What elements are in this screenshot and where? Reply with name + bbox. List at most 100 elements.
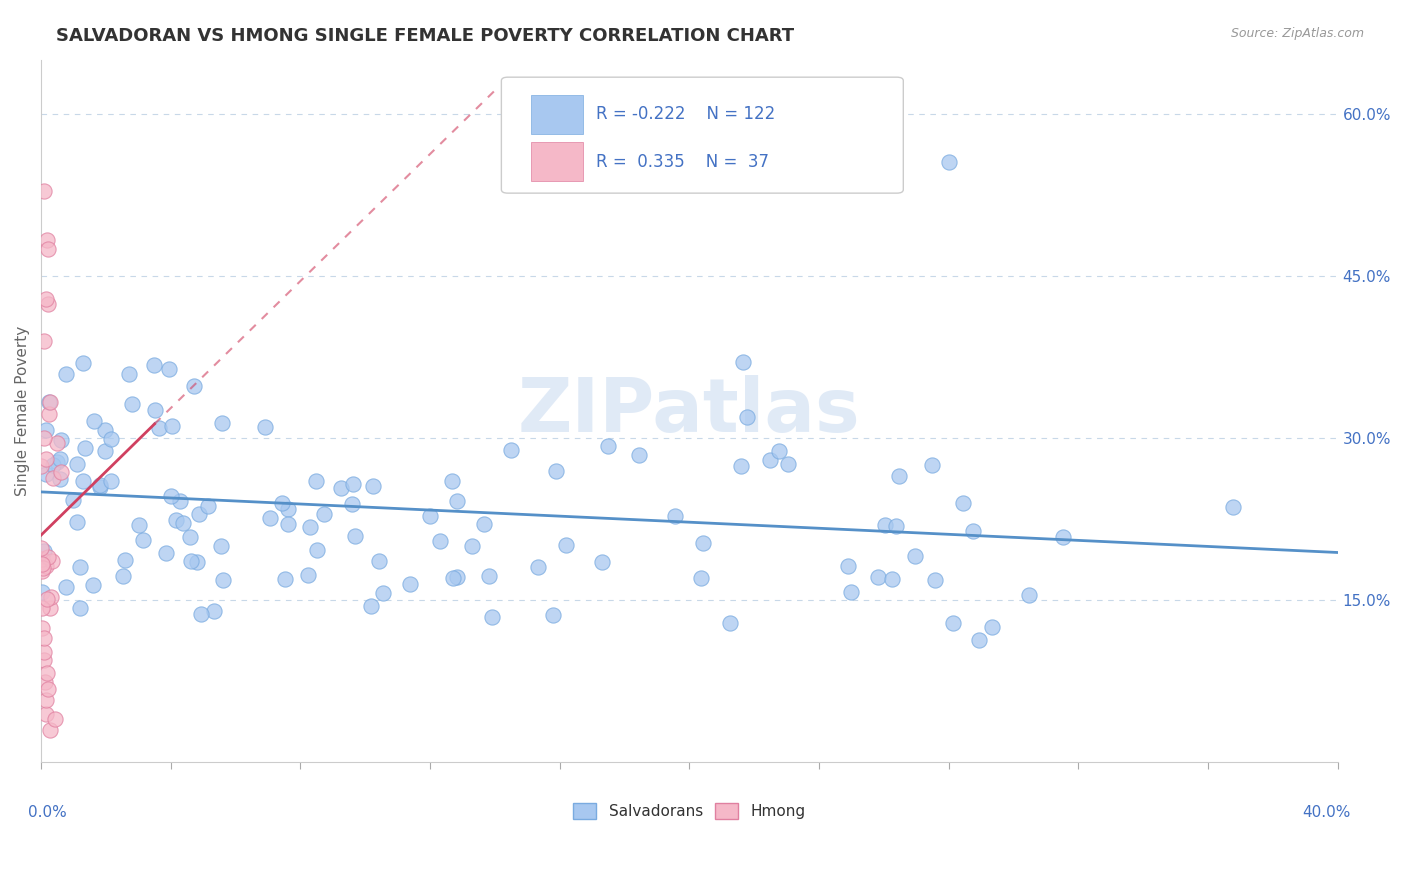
Text: ZIPatlas: ZIPatlas (517, 375, 860, 448)
Point (148, 420, 170, 434)
Point (271, 496, 294, 510)
Point (35, 451, 58, 466)
Point (837, 559, 859, 574)
Point (689, 571, 711, 585)
Point (31, 558, 53, 572)
Point (51, 433, 73, 447)
Point (692, 536, 714, 550)
Point (591, 555, 613, 569)
Point (718, 615, 741, 630)
Point (89, 478, 111, 492)
Point (441, 474, 464, 488)
Y-axis label: Single Female Poverty: Single Female Poverty (15, 326, 30, 496)
Point (46, 455, 69, 469)
Point (121, 396, 143, 410)
Point (41, 458, 63, 473)
Point (35, 559, 58, 574)
Point (160, 489, 183, 503)
Point (298, 520, 321, 534)
Point (55, 580, 77, 594)
Point (30, 458, 52, 473)
Point (730, 459, 752, 474)
Point (94, 424, 117, 438)
Point (1018, 588, 1040, 602)
Point (962, 524, 984, 538)
Point (446, 569, 468, 583)
Point (875, 518, 897, 533)
Point (35, 693, 58, 707)
Point (179, 530, 201, 544)
Point (31, 552, 53, 566)
Point (30, 541, 52, 555)
Point (172, 516, 194, 530)
Point (32, 561, 55, 575)
Point (314, 507, 336, 521)
Point (212, 573, 235, 587)
Point (343, 529, 366, 543)
Point (277, 517, 299, 532)
Point (35, 233, 58, 247)
Point (34, 543, 56, 558)
Point (35, 293, 58, 307)
Point (866, 570, 889, 584)
Point (114, 553, 136, 567)
Point (38, 407, 60, 421)
Bar (531, 95, 583, 134)
Point (157, 362, 180, 376)
Point (32, 631, 55, 645)
Point (884, 519, 907, 533)
Point (768, 444, 790, 458)
Legend: Salvadorans, Hmong: Salvadorans, Hmong (568, 797, 811, 825)
Point (942, 615, 965, 630)
Point (37, 549, 59, 564)
Point (32, 184, 55, 198)
Point (731, 354, 754, 368)
Point (72, 356, 94, 370)
Point (361, 479, 384, 493)
Point (441, 571, 464, 585)
Point (305, 474, 328, 488)
Point (39, 395, 62, 409)
Point (93, 444, 115, 458)
Point (34, 674, 56, 689)
Point (32, 653, 55, 667)
Text: 0.0%: 0.0% (28, 805, 67, 820)
Point (42, 471, 65, 485)
Text: Source: ZipAtlas.com: Source: ZipAtlas.com (1230, 27, 1364, 40)
Point (31, 621, 53, 635)
Point (839, 585, 862, 599)
Point (37, 297, 59, 311)
Point (143, 403, 166, 417)
Point (889, 468, 911, 483)
Point (460, 539, 482, 553)
Point (82, 578, 104, 592)
Point (209, 539, 232, 553)
Point (1222, 500, 1244, 515)
Point (541, 607, 564, 622)
Point (259, 511, 281, 525)
Point (169, 493, 191, 508)
Point (183, 379, 205, 393)
Point (904, 549, 927, 563)
Point (132, 533, 155, 547)
Point (128, 517, 150, 532)
Point (197, 500, 219, 514)
Point (44, 713, 66, 727)
Point (598, 439, 620, 453)
Point (49, 472, 72, 486)
Point (273, 573, 295, 587)
Point (526, 559, 548, 574)
Point (62, 493, 84, 508)
Point (49, 465, 72, 479)
Point (37, 681, 59, 696)
Point (83, 414, 105, 428)
Point (39, 601, 62, 615)
Point (39, 723, 62, 737)
Point (360, 599, 382, 613)
Point (429, 533, 451, 548)
Point (35, 706, 58, 721)
Point (41, 554, 63, 568)
Point (305, 543, 328, 558)
Point (211, 416, 233, 430)
Point (69, 560, 91, 574)
